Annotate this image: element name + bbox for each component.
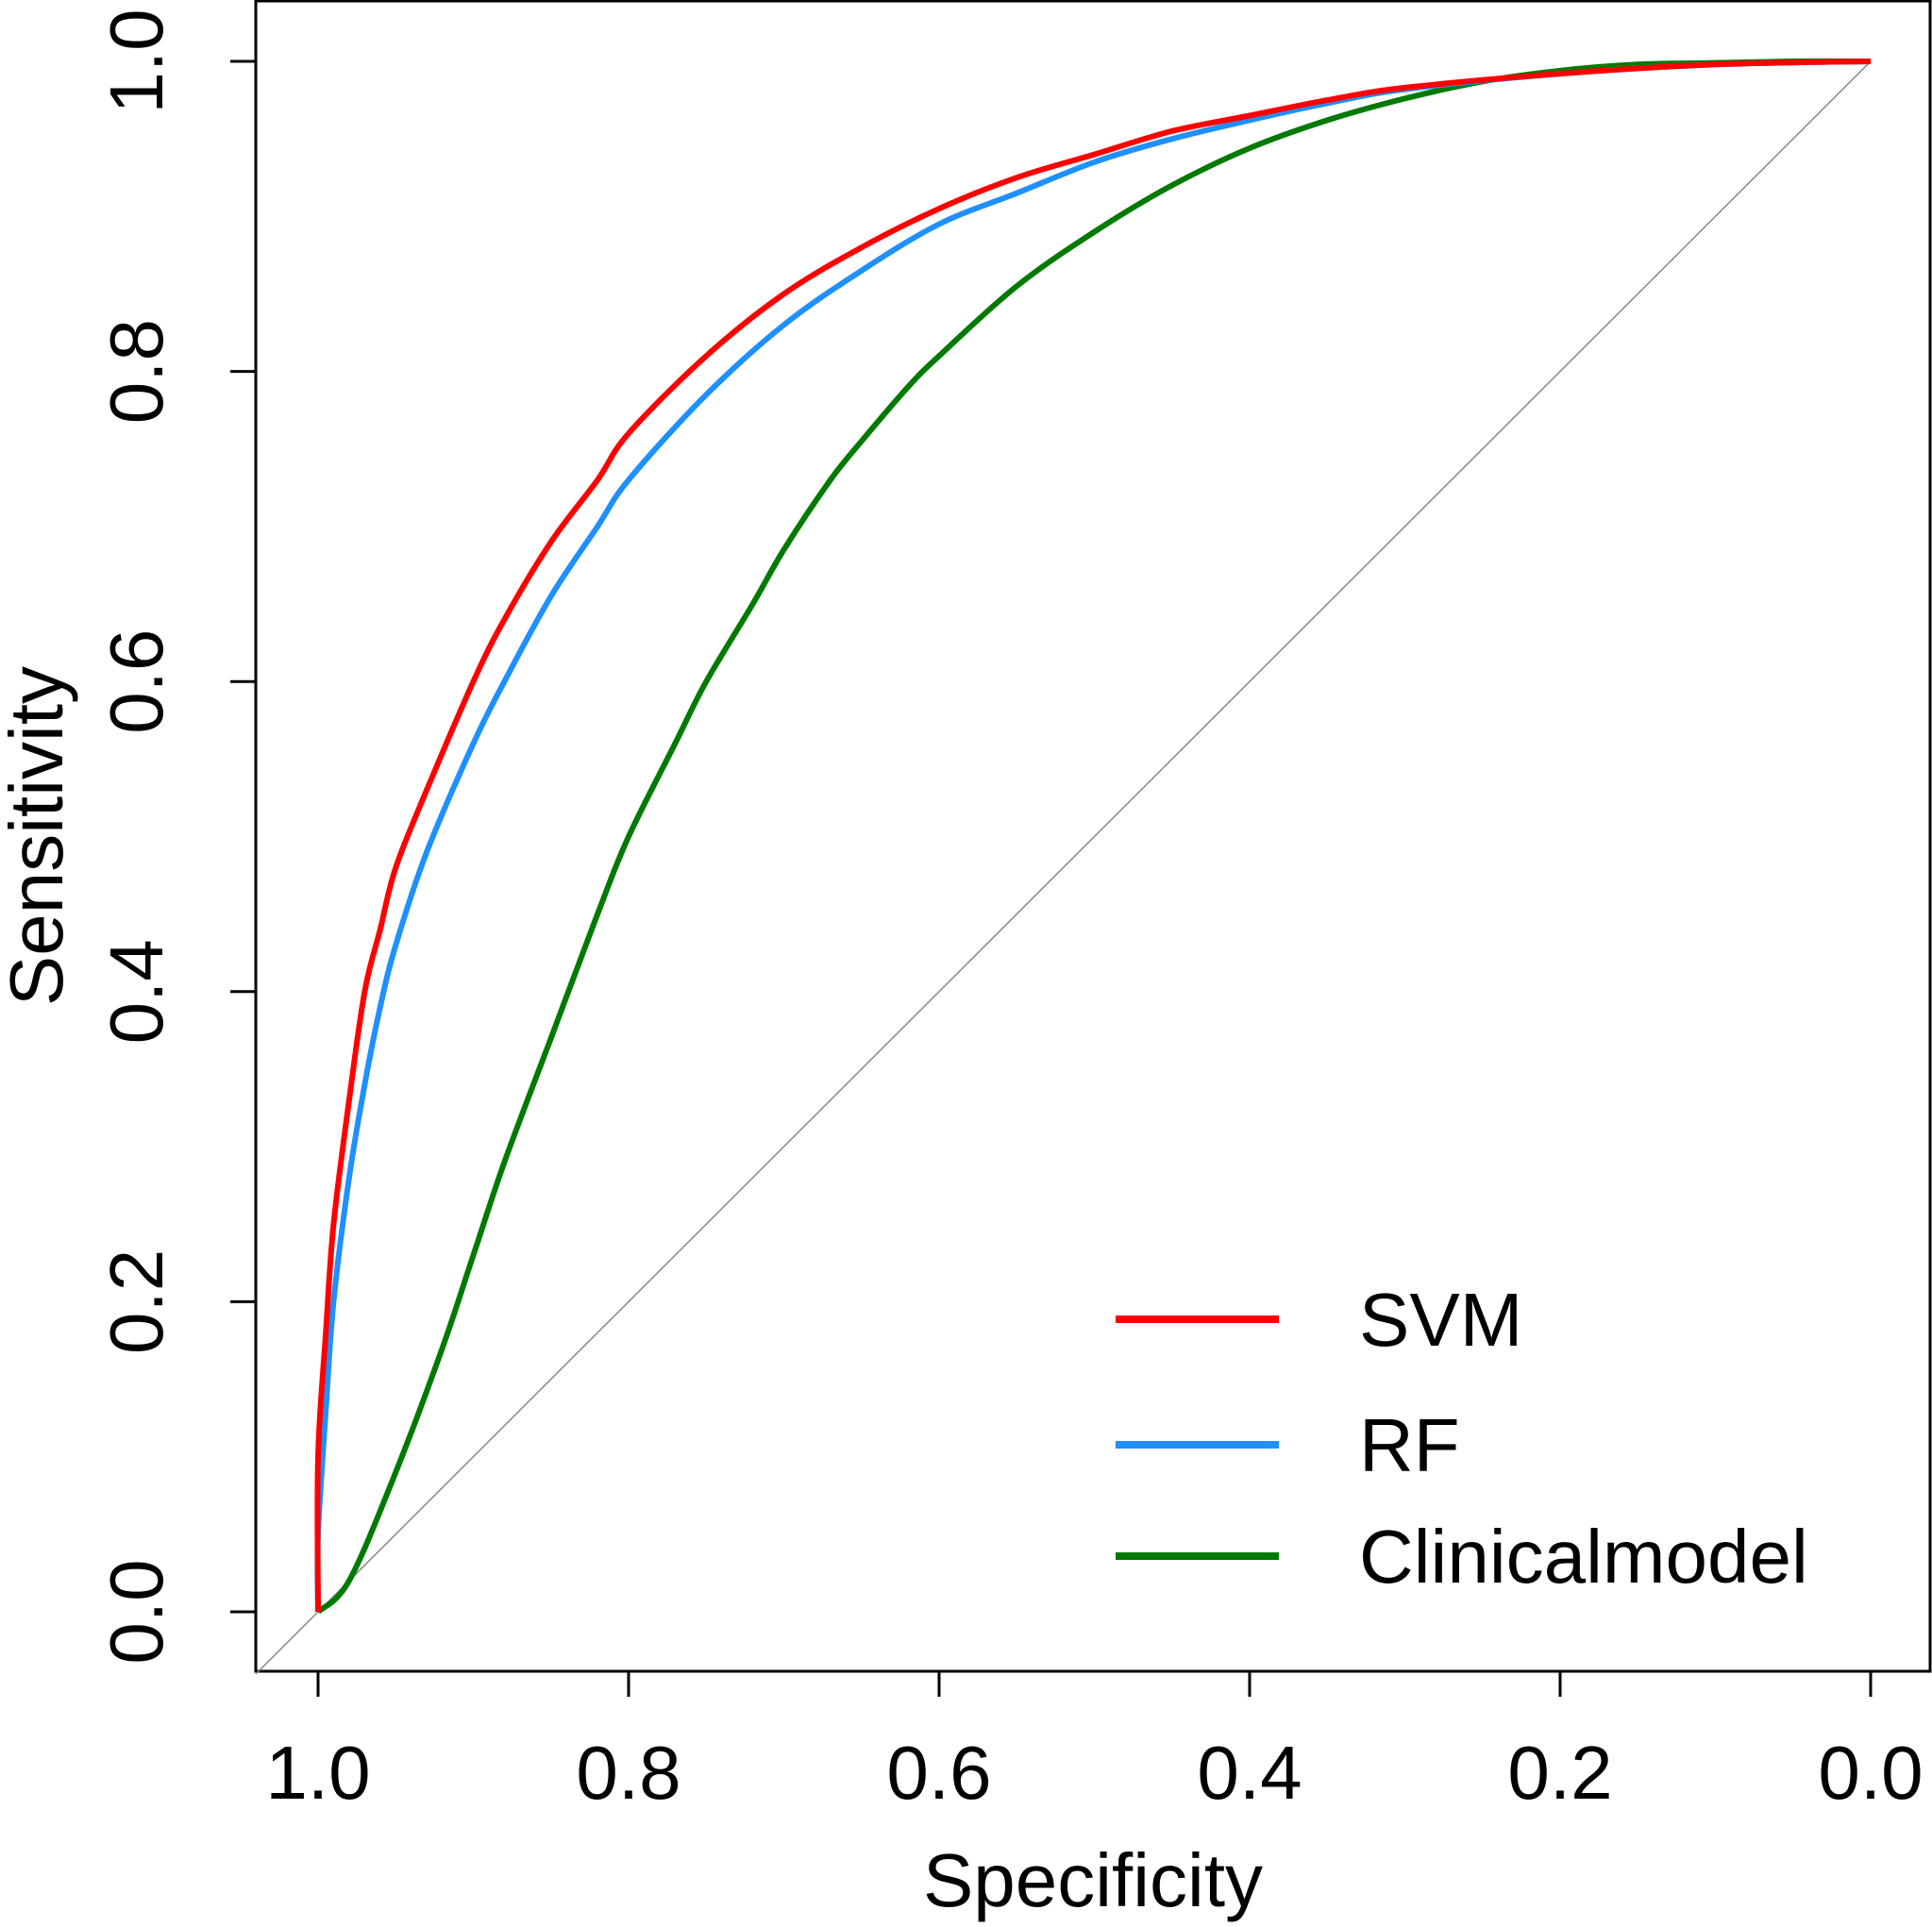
reference-diagonal-layer bbox=[255, 60, 1872, 1675]
legend-label-svm: SVM bbox=[1359, 1278, 1522, 1362]
x-tick-label: 1.0 bbox=[265, 1731, 370, 1815]
x-axis: 1.0 0.8 0.6 0.4 0.2 0.0 bbox=[265, 1669, 1924, 1815]
y-tick-label: 0.4 bbox=[94, 939, 178, 1044]
y-tick-label: 0.8 bbox=[94, 319, 178, 424]
x-axis-label: Specificity bbox=[923, 1838, 1263, 1922]
x-tick-label: 0.4 bbox=[1197, 1731, 1302, 1815]
y-tick-label: 0.2 bbox=[94, 1249, 178, 1354]
reference-diagonal bbox=[255, 60, 1872, 1675]
plot-frame bbox=[254, 0, 1932, 1673]
legend: SVM RF Clinicalmodel bbox=[1116, 1278, 1808, 1599]
legend-label-clinicalmodel: Clinicalmodel bbox=[1359, 1515, 1808, 1599]
x-tick-label: 0.0 bbox=[1818, 1731, 1923, 1815]
y-axis-label: Sensitivity bbox=[0, 666, 78, 1006]
x-tick-label: 0.6 bbox=[886, 1731, 991, 1815]
y-tick-label: 1.0 bbox=[94, 8, 178, 113]
y-tick-label: 0.6 bbox=[94, 629, 178, 734]
y-tick-label: 0.0 bbox=[94, 1559, 178, 1664]
series-line-rf bbox=[314, 59, 1872, 1613]
y-axis: 0.0 0.2 0.4 0.6 0.8 1.0 bbox=[94, 8, 258, 1665]
x-tick-label: 0.8 bbox=[576, 1731, 680, 1815]
series-layer bbox=[314, 58, 1872, 1615]
series-line-svm bbox=[314, 59, 1872, 1613]
legend-label-rf: RF bbox=[1359, 1403, 1460, 1487]
x-tick-label: 0.2 bbox=[1507, 1731, 1612, 1815]
